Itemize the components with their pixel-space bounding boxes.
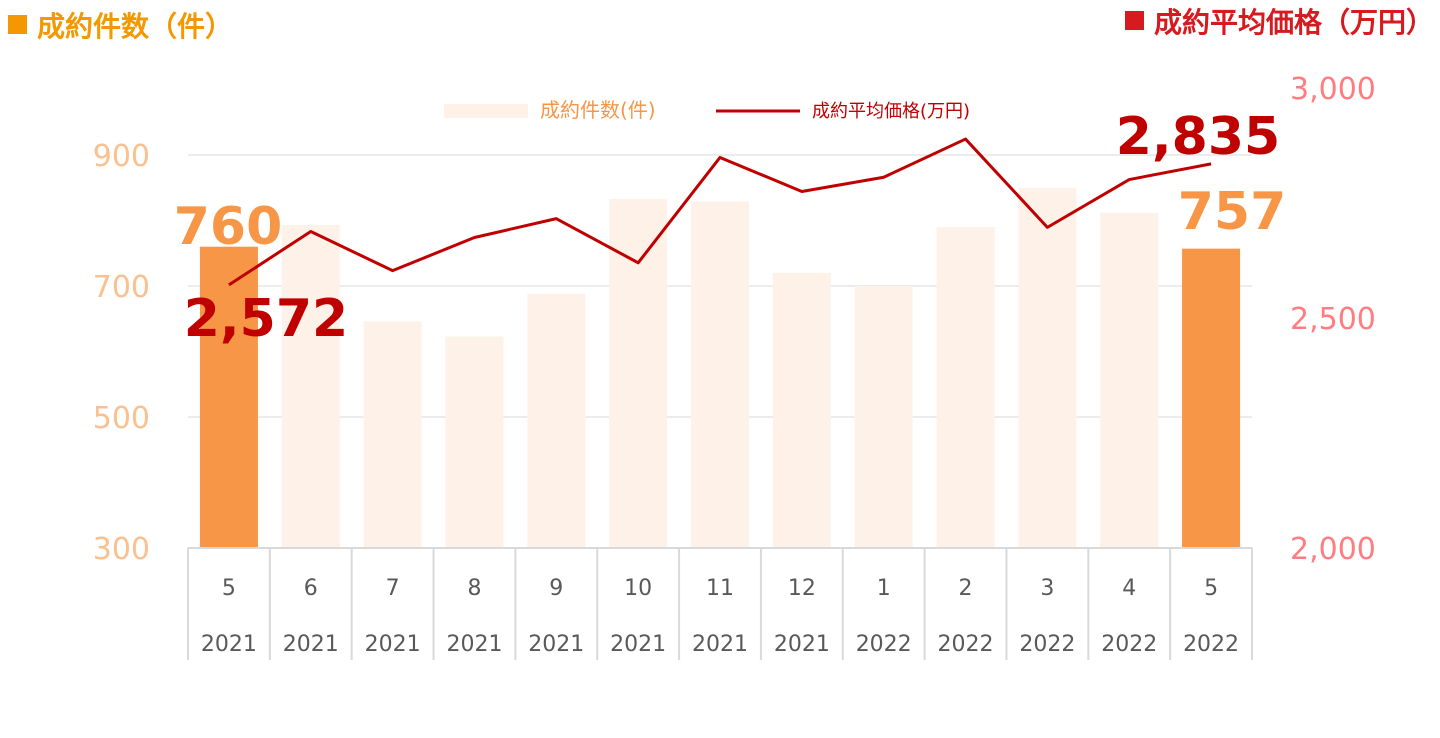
x-tick-year: 2021 [201,632,257,657]
legend-bar-swatch [444,104,528,118]
legend-line-label: 成約平均価格(万円) [812,101,970,122]
bar [691,201,749,548]
x-tick-month: 4 [1122,576,1136,601]
right-tick-label: 2,500 [1290,302,1376,337]
x-tick-year: 2022 [1101,632,1157,657]
x-tick-month: 2 [959,576,973,601]
x-tick-month: 1 [877,576,891,601]
left-tick-label: 500 [93,401,150,436]
legend-bar-label: 成約件数(件) [540,98,656,122]
x-tick-year: 2021 [774,632,830,657]
bar [281,225,340,548]
x-tick-year: 2021 [283,632,339,657]
left-header-text: 成約件数（件） [37,10,234,43]
last-bar-value-label: 757 [1178,182,1287,242]
x-tick-month: 12 [788,576,816,601]
bar [363,321,422,548]
bar [854,286,913,548]
right-header-square-icon [1124,11,1144,30]
bar [1182,248,1241,549]
x-tick-month: 11 [706,576,734,601]
last-line-value-label: 2,835 [1116,107,1280,167]
left-tick-label: 900 [93,139,150,174]
x-tick-month: 6 [304,576,318,601]
x-tick-year: 2022 [1019,632,1075,657]
x-tick-month: 3 [1040,576,1054,601]
right-header-text: 成約平均価格（万円） [1153,6,1434,39]
x-tick-year: 2021 [528,632,584,657]
first-bar-value-label: 760 [174,197,283,257]
x-tick-month: 5 [1204,576,1218,601]
x-tick-month: 7 [386,576,400,601]
x-tick-month: 5 [222,576,236,601]
first-line-value-label: 2,572 [184,289,348,349]
x-tick-year: 2021 [692,632,748,657]
x-tick-year: 2021 [446,632,502,657]
x-tick-year: 2021 [610,632,666,657]
bar [936,227,995,549]
bar [199,246,258,548]
left-tick-label: 300 [93,532,150,567]
bar [1100,212,1159,548]
x-tick-month: 9 [549,576,563,601]
x-tick-year: 2022 [938,632,994,657]
right-tick-label: 2,000 [1290,532,1376,567]
right-axis-header: 成約平均価格（万円） [1124,1,1434,41]
bar [772,272,831,548]
x-tick-year: 2021 [365,632,421,657]
bar [445,336,504,548]
bar [1018,187,1077,548]
x-tick-month: 10 [624,576,652,601]
left-axis-header: 成約件数（件） [8,5,233,45]
left-tick-label: 700 [93,270,150,305]
price-line [228,137,1212,287]
right-tick-label: 3,000 [1290,72,1376,107]
x-tick-year: 2022 [856,632,912,657]
x-tick-year: 2022 [1183,632,1239,657]
x-tick-month: 8 [467,576,481,601]
left-header-square-icon [8,15,27,34]
bar [609,198,668,548]
bar [527,293,586,548]
